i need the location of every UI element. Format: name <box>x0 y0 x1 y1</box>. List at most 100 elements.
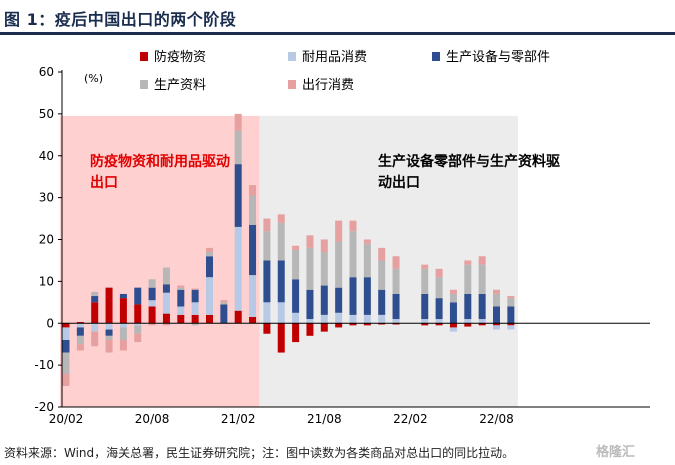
legend-swatch-durables <box>288 52 296 61</box>
legend-label-epidemic: 防疫物资 <box>154 49 206 65</box>
bar-durables-2021-08 <box>320 314 328 324</box>
bar-epidemic-2021-09 <box>335 323 343 328</box>
bar-travel-2022-09 <box>507 296 515 299</box>
bar-equipment-2020-07 <box>134 287 142 305</box>
bar-materials-2020-03 <box>76 335 84 345</box>
bar-travel-2022-08 <box>493 289 500 294</box>
watermark: 格隆汇 <box>596 445 636 460</box>
phase-background-1 <box>60 115 260 407</box>
bar-materials-2021-12 <box>378 260 386 290</box>
bar-equipment-2021-08 <box>320 285 328 315</box>
x-tick-label: 21/02 <box>221 412 256 426</box>
bar-epidemic-2020-08 <box>148 306 156 324</box>
bar-travel-2020-12 <box>206 247 213 253</box>
bar-epidemic-2021-07 <box>306 323 314 336</box>
bar-durables-2022-06 <box>464 319 472 324</box>
bar-epidemic-2022-05 <box>449 323 457 328</box>
bar-epidemic-2022-08 <box>493 323 500 326</box>
y-tick-label: 40 <box>39 149 54 163</box>
bar-equipment-2022-07 <box>478 293 486 320</box>
bar-travel-2022-01 <box>392 256 400 269</box>
bar-durables-2020-05 <box>105 323 113 330</box>
bar-equipment-2021-10 <box>349 277 357 315</box>
bar-equipment-2022-09 <box>507 306 515 324</box>
bar-epidemic-2022-03 <box>421 323 429 326</box>
bar-epidemic-2021-12 <box>378 323 386 325</box>
bar-durables-2020-02 <box>62 327 70 340</box>
y-tick-label: 0 <box>46 316 54 330</box>
bar-epidemic-2020-10 <box>177 314 185 324</box>
bar-epidemic-2020-04 <box>91 302 99 324</box>
bar-equipment-2021-11 <box>363 277 371 315</box>
bar-materials-2022-07 <box>478 264 486 294</box>
bar-epidemic-2020-05 <box>105 287 113 324</box>
bar-durables-2020-11 <box>191 302 199 315</box>
bar-epidemic-2022-06 <box>464 323 472 327</box>
bar-epidemic-2020-07 <box>134 304 142 324</box>
bar-travel-2020-09 <box>162 323 170 326</box>
bar-materials-2020-11 <box>191 323 199 326</box>
bar-epidemic-2021-03 <box>249 316 257 324</box>
bar-epidemic-2022-04 <box>435 323 443 326</box>
bar-materials-2020-07 <box>134 325 142 334</box>
bar-durables-2020-04 <box>91 323 99 332</box>
bar-epidemic-2020-03 <box>76 321 84 324</box>
bar-durables-2022-08 <box>493 325 500 330</box>
bar-equipment-2022-06 <box>464 293 472 320</box>
bar-durables-2020-09 <box>162 292 170 314</box>
bar-durables-2021-11 <box>363 314 371 324</box>
legend-label-durables: 耐用品消费 <box>302 50 367 65</box>
stacked-bar-chart: -20 -10 0 10 20 30 40 50 60 20/02 20/08 21/02 21/08 2… <box>34 49 650 426</box>
bar-travel-2020-06 <box>119 340 127 351</box>
bar-equipment-2022-04 <box>435 298 443 320</box>
bar-travel-2021-08 <box>320 239 328 253</box>
legend-swatch-equipment <box>432 52 440 61</box>
bar-materials-2021-04 <box>263 231 271 261</box>
bar-travel-2022-03 <box>421 264 429 269</box>
bar-materials-2022-05 <box>449 293 457 303</box>
bar-materials-2020-06 <box>119 327 127 340</box>
bar-materials-2020-09 <box>162 267 170 285</box>
bar-travel-2021-05 <box>277 214 285 223</box>
bar-epidemic-2020-12 <box>206 314 213 324</box>
bar-durables-2020-08 <box>148 300 156 307</box>
bar-equipment-2020-02 <box>62 340 70 353</box>
bar-equipment-2020-11 <box>191 289 199 303</box>
bar-epidemic-2022-09 <box>507 323 515 326</box>
bar-durables-2020-10 <box>177 306 185 315</box>
bar-durables-2022-04 <box>435 319 443 324</box>
bar-durables-2020-03 <box>76 323 84 328</box>
legend-swatch-travel <box>288 80 296 89</box>
bar-epidemic-2021-02 <box>234 310 242 324</box>
bar-durables-2021-02 <box>234 226 242 311</box>
phase-annotation-1: 防疫物资和耐用品驱动出口 <box>90 153 230 191</box>
bar-travel-2020-04 <box>91 331 99 347</box>
y-tick-label: 30 <box>39 191 54 205</box>
bar-equipment-2022-01 <box>392 293 400 320</box>
bar-materials-2022-04 <box>435 277 443 299</box>
bar-materials-2020-05 <box>105 335 113 340</box>
bar-materials-2020-02 <box>62 352 70 374</box>
bar-equipment-2020-03 <box>76 327 84 336</box>
bar-materials-2020-12 <box>206 252 213 257</box>
bar-travel-2021-06 <box>292 245 300 250</box>
bar-durables-2020-12 <box>206 277 213 315</box>
bar-materials-2022-03 <box>421 268 429 294</box>
x-tick-label: 21/08 <box>307 412 342 426</box>
source-note: 资料来源：Wind，海关总署，民生证券研究院；注：图中读数为各类商品对总出口的同… <box>4 446 515 460</box>
bar-equipment-2020-05 <box>105 329 113 336</box>
bar-travel-2020-02 <box>62 373 70 387</box>
bar-materials-2021-05 <box>277 222 285 261</box>
bar-materials-2021-10 <box>349 231 357 278</box>
bar-travel-2020-08 <box>148 323 156 326</box>
bar-durables-2020-06 <box>119 323 127 328</box>
bar-travel-2022-07 <box>478 256 486 265</box>
x-tick-label: 20/08 <box>135 412 170 426</box>
bar-durables-2022-01 <box>392 319 400 324</box>
phase-background-2 <box>259 115 518 407</box>
bar-travel-2021-07 <box>306 235 314 248</box>
title-divider <box>0 32 675 35</box>
bar-materials-2020-10 <box>177 287 185 290</box>
bar-materials-2021-01 <box>220 302 228 305</box>
x-tick-label: 22/02 <box>393 412 428 426</box>
